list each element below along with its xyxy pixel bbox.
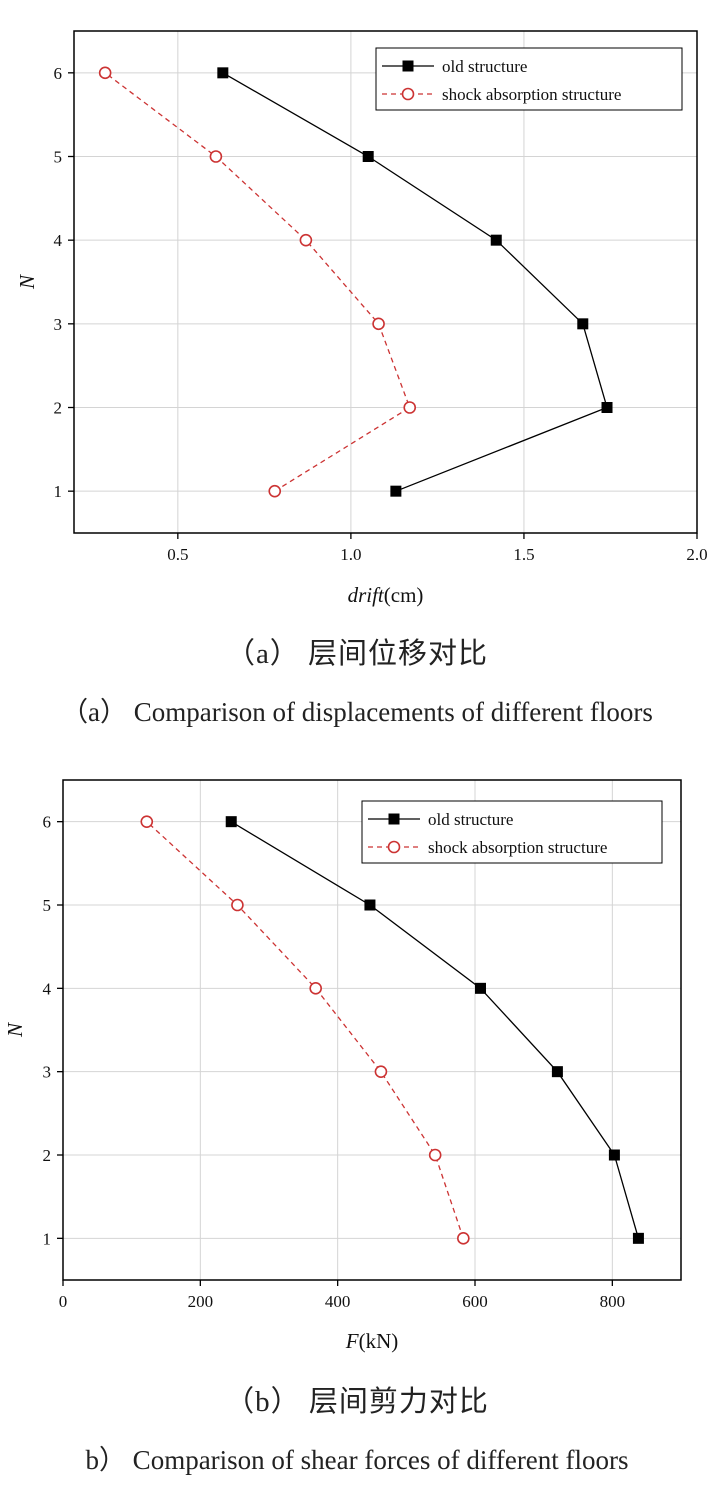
data-point	[474, 982, 486, 994]
plot-frame	[62, 779, 682, 1281]
y-tick-label: 5	[54, 148, 63, 167]
caption-shear-zh: （b） 层间剪力对比	[225, 1386, 489, 1418]
data-point	[309, 982, 322, 995]
legend-marker	[401, 87, 415, 101]
legend-label: shock absorption structure	[428, 838, 607, 857]
data-point	[374, 1065, 388, 1078]
x-tick-label: 1.0	[340, 545, 361, 564]
y-tick-label: 3	[54, 315, 63, 334]
y-tick-label: 4	[43, 979, 52, 998]
series-line	[104, 72, 411, 492]
y-tick-label: 6	[43, 813, 52, 832]
y-tick-label: 1	[43, 1229, 52, 1248]
caption-drift-en: （a） Comparison of displacements of diffe…	[61, 697, 653, 727]
data-point	[372, 317, 385, 331]
y-tick-label: 6	[54, 64, 63, 83]
data-point	[140, 815, 154, 828]
legend-box	[375, 47, 683, 111]
legend-marker	[388, 813, 400, 825]
legend-label: old structure	[442, 57, 527, 76]
x-tick-label: 1.5	[513, 545, 534, 564]
y-tick-label: 5	[43, 896, 52, 915]
x-tick-label: 400	[325, 1292, 351, 1311]
data-point	[457, 1232, 470, 1245]
y-tick-label: 3	[43, 1063, 52, 1082]
series-line	[222, 72, 608, 492]
legend-label: old structure	[428, 810, 513, 829]
y-tick-label: 2	[43, 1146, 52, 1165]
series-line	[230, 821, 640, 1239]
plot-frame	[73, 30, 698, 534]
data-point	[490, 234, 502, 246]
data-point	[231, 898, 244, 912]
legend-marker	[387, 840, 401, 854]
data-point	[577, 318, 589, 330]
data-point	[225, 816, 237, 828]
series-old-structure	[217, 67, 613, 497]
y-tick-label: 2	[54, 399, 63, 418]
data-point	[608, 1149, 620, 1161]
data-point	[299, 233, 313, 247]
series-shock-absorption-structure	[98, 66, 417, 498]
x-axis-title: F(kN)	[345, 1329, 398, 1353]
legend-marker	[402, 60, 414, 72]
x-axis-title: drift(cm)	[348, 583, 424, 607]
data-point	[551, 1066, 563, 1078]
legend: old structure shock absorption structure	[361, 800, 663, 864]
data-point	[390, 485, 402, 497]
series-shock-absorption-structure	[140, 815, 470, 1245]
y-axis-title: N	[3, 1022, 27, 1038]
data-point	[217, 67, 229, 79]
x-tick-label: 600	[462, 1292, 488, 1311]
series-line	[146, 821, 464, 1239]
x-tick-label: 800	[600, 1292, 626, 1311]
data-point	[601, 402, 613, 413]
data-point	[98, 66, 112, 80]
legend: old structure shock absorption structure	[375, 47, 683, 111]
y-tick-label: 1	[54, 482, 63, 501]
data-point	[364, 899, 376, 911]
x-tick-label: 200	[188, 1292, 214, 1311]
data-point	[209, 150, 223, 163]
caption-shear-en: b） Comparison of shear forces of differe…	[85, 1445, 629, 1475]
data-point	[403, 401, 417, 414]
x-tick-label: 2.0	[686, 545, 707, 564]
caption-drift-zh: （a） 层间位移对比	[225, 638, 489, 670]
data-point	[428, 1148, 442, 1162]
y-axis-title: N	[15, 274, 39, 290]
y-tick-label: 4	[54, 231, 63, 250]
x-tick-label: 0	[59, 1292, 68, 1311]
data-point	[268, 484, 282, 498]
legend-label: shock absorption structure	[442, 85, 621, 104]
data-point	[362, 151, 374, 162]
legend-box	[361, 800, 663, 864]
x-tick-label: 0.5	[167, 545, 188, 564]
series-old-structure	[225, 816, 644, 1244]
data-point	[632, 1232, 644, 1244]
